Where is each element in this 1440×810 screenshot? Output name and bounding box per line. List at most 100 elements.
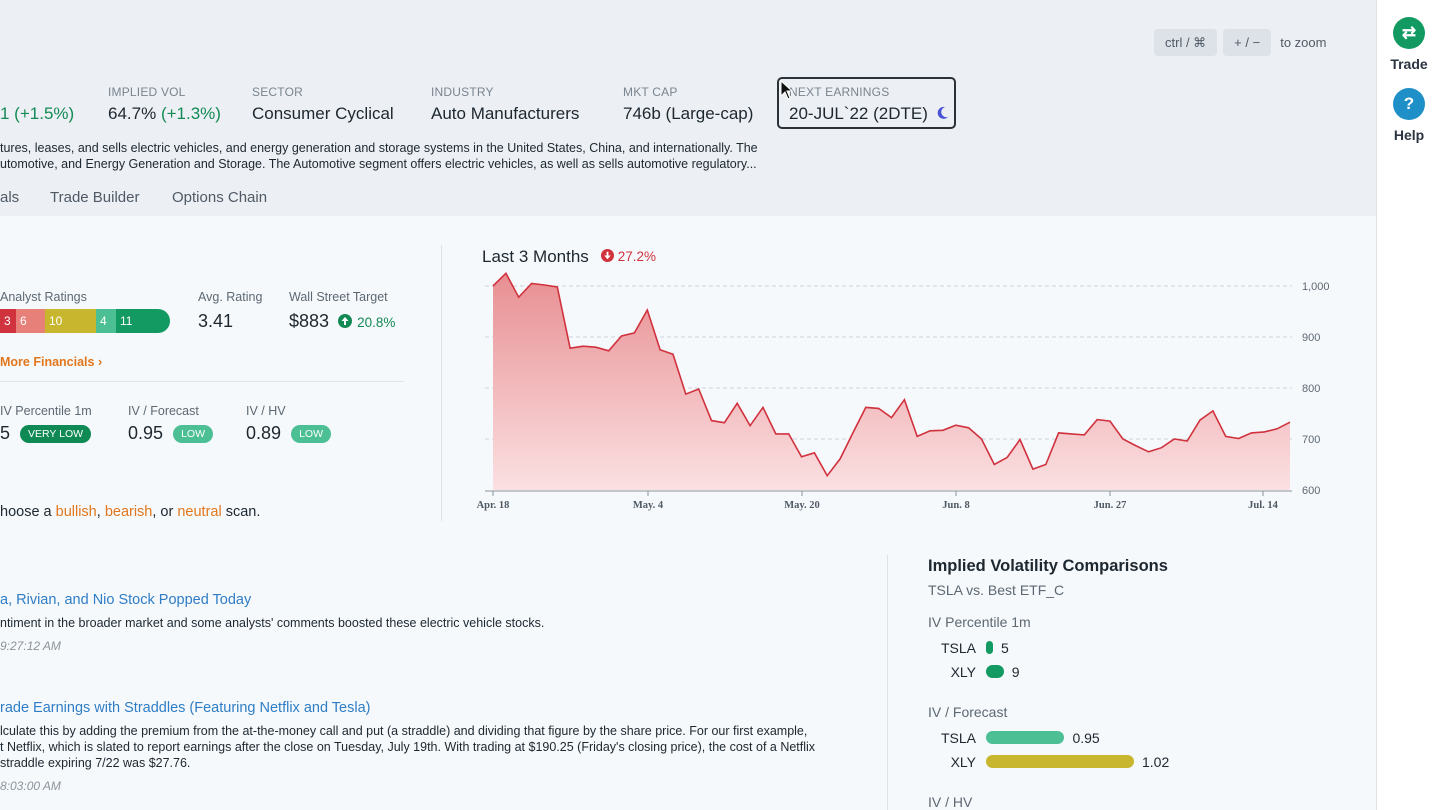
tab-trade-builder[interactable]: Trade Builder <box>50 189 140 206</box>
iv-comparison-value: 1.02 <box>1142 754 1170 770</box>
sector-stat: SECTOR Consumer Cyclical <box>252 85 394 124</box>
section-divider <box>441 245 442 521</box>
scan-prefix: hoose a <box>0 504 56 520</box>
iv-comparison-section-label: IV / Forecast <box>928 704 1008 720</box>
x-tick-label: May. 4 <box>633 500 664 511</box>
description-line: tures, leases, and sells electric vehicl… <box>0 141 758 155</box>
question-icon: ? <box>1393 88 1425 120</box>
y-tick-label: 800 <box>1302 383 1320 395</box>
wall-street-target: $883 20.8% <box>289 311 395 332</box>
moon-icon <box>937 106 948 119</box>
right-rail: ⇄ Trade ? Help <box>1376 0 1440 810</box>
scan-separator: , or <box>152 504 178 520</box>
iv-percentile-value: 5 <box>0 423 11 443</box>
price-line <box>492 271 1291 478</box>
neutral-scan-link[interactable]: neutral <box>177 504 222 520</box>
next-earnings-box[interactable] <box>777 77 956 129</box>
section-divider <box>887 555 888 810</box>
iv-comparison-ticker: XLY <box>950 754 976 770</box>
iv-comparisons-title: Implied Volatility Comparisons <box>928 557 1168 575</box>
next-earnings-stat: NEXT EARNINGS 20-JUL`22 (2DTE) <box>789 85 949 124</box>
sector-value: Consumer Cyclical <box>252 104 394 123</box>
iv-percentile-label: IV Percentile 1m <box>0 404 92 418</box>
scan-suffix: scan. <box>221 504 261 520</box>
wall-street-target-change: 20.8% <box>357 315 396 330</box>
trade-button[interactable]: ⇄ Trade <box>1377 17 1440 72</box>
news-summary-line: lculate this by adding the premium from … <box>0 724 808 738</box>
analyst-ratings-label: Analyst Ratings <box>0 290 87 304</box>
iv-comparison-row: TSLA 5 <box>928 640 1228 656</box>
tab-options-chain[interactable]: Options Chain <box>172 189 268 206</box>
news-summary: lculate this by adding the premium from … <box>0 723 815 771</box>
market-cap-value: 746b (Large-cap) <box>623 104 754 123</box>
chevron-right-icon: › <box>97 355 103 369</box>
iv-forecast-label: IV / Forecast <box>128 404 199 418</box>
company-description: tures, leases, and sells electric vehicl… <box>0 140 758 172</box>
iv-percentile-badge: VERY LOW <box>20 425 92 444</box>
iv-comparison-bar <box>986 665 1004 678</box>
next-earnings-label: NEXT EARNINGS <box>789 85 890 99</box>
iv-comparison-ticker: XLY <box>950 664 976 680</box>
zoom-key-plusminus: + / − <box>1223 29 1272 56</box>
tab-financials[interactable]: als <box>0 189 20 206</box>
chart-change-value: 27.2% <box>617 249 657 264</box>
bullish-scan-link[interactable]: bullish <box>55 504 97 520</box>
x-tick-label: Apr. 18 <box>477 500 510 511</box>
news-summary: ntiment in the broader market and some a… <box>0 616 545 630</box>
iv-hv-badge: LOW <box>291 425 331 444</box>
sector-label: SECTOR <box>252 85 303 99</box>
iv-hv-value: 0.89 <box>246 423 282 443</box>
rating-segment-hold: 10 <box>45 309 96 333</box>
implied-vol-label: IMPLIED VOL <box>108 85 186 99</box>
rating-segment-buy: 4 <box>96 309 116 333</box>
iv-comparison-bar <box>986 755 1134 768</box>
more-financials-link[interactable]: More Financials › <box>0 355 102 369</box>
arrow-up-circle-icon <box>338 314 353 328</box>
analyst-ratings-bar[interactable]: 3 6 10 4 11 <box>0 309 170 333</box>
price-area <box>493 273 1290 490</box>
iv-comparison-value: 5 <box>1001 640 1009 656</box>
chart-change: 27.2% <box>601 249 656 264</box>
iv-comparison-row: XLY 1.02 <box>928 754 1228 770</box>
x-tick-label: Jul. 14 <box>1248 500 1279 511</box>
wall-street-target-label: Wall Street Target <box>289 290 388 304</box>
news-headline-link[interactable]: a, Rivian, and Nio Stock Popped Today <box>0 592 252 608</box>
iv-hv-label: IV / HV <box>246 404 286 418</box>
zoom-key-modifier: ctrl / ⌘ <box>1154 29 1218 56</box>
industry-stat: INDUSTRY Auto Manufacturers <box>431 85 579 124</box>
rating-segment-strong-sell: 3 <box>0 309 16 333</box>
main-content <box>0 216 1376 810</box>
trade-label: Trade <box>1390 56 1428 72</box>
industry-value: Auto Manufacturers <box>431 104 580 123</box>
implied-vol-stat: IMPLIED VOL 64.7% (+1.3%) <box>108 85 221 124</box>
x-tick-label: Jun. 8 <box>942 500 969 511</box>
bearish-scan-link[interactable]: bearish <box>104 504 153 520</box>
industry-label: INDUSTRY <box>431 85 494 99</box>
zoom-hint: ctrl / ⌘ + / − to zoom <box>1154 29 1326 56</box>
avg-rating-value: 3.41 <box>198 311 234 331</box>
news-summary-line: straddle expiring 7/22 was $27.76. <box>0 756 191 770</box>
iv-comparison-ticker: TSLA <box>940 730 976 746</box>
scan-prompt: hoose a bullish, bearish, or neutral sca… <box>0 504 260 520</box>
iv-comparison-value: 9 <box>1011 664 1020 680</box>
symbol-header <box>0 0 1376 216</box>
news-headline-link[interactable]: rade Earnings with Straddles (Featuring … <box>0 700 371 716</box>
iv-comparisons-subtitle: TSLA vs. Best ETF_C <box>928 582 1065 598</box>
iv-comparison-row: XLY 9 <box>928 664 1228 680</box>
iv-comparison-bar <box>986 731 1065 744</box>
chart-title: Last 3 Months <box>482 247 589 266</box>
price-stat: 1 (+1.5%) <box>0 85 74 124</box>
more-financials-label: More Financials <box>0 355 95 369</box>
help-button[interactable]: ? Help <box>1377 88 1440 143</box>
iv-comparison-bar <box>986 641 993 654</box>
iv-forecast-value: 0.95 <box>128 423 164 443</box>
description-line: utomotive, and Energy Generation and Sto… <box>0 157 757 171</box>
price-chart[interactable]: 1,000 900 800 700 600 Apr. 18 May. 4 May. 20 Jun… <box>470 268 1340 518</box>
summary-divider <box>0 381 404 382</box>
iv-comparison-row: TSLA 0.95 <box>928 730 1228 746</box>
iv-forecast-badge: LOW <box>173 425 213 444</box>
iv-hv: 0.89 LOW <box>246 423 331 444</box>
y-tick-label: 700 <box>1302 434 1320 446</box>
iv-comparison-ticker: TSLA <box>940 640 976 656</box>
y-tick-label: 600 <box>1302 485 1320 497</box>
